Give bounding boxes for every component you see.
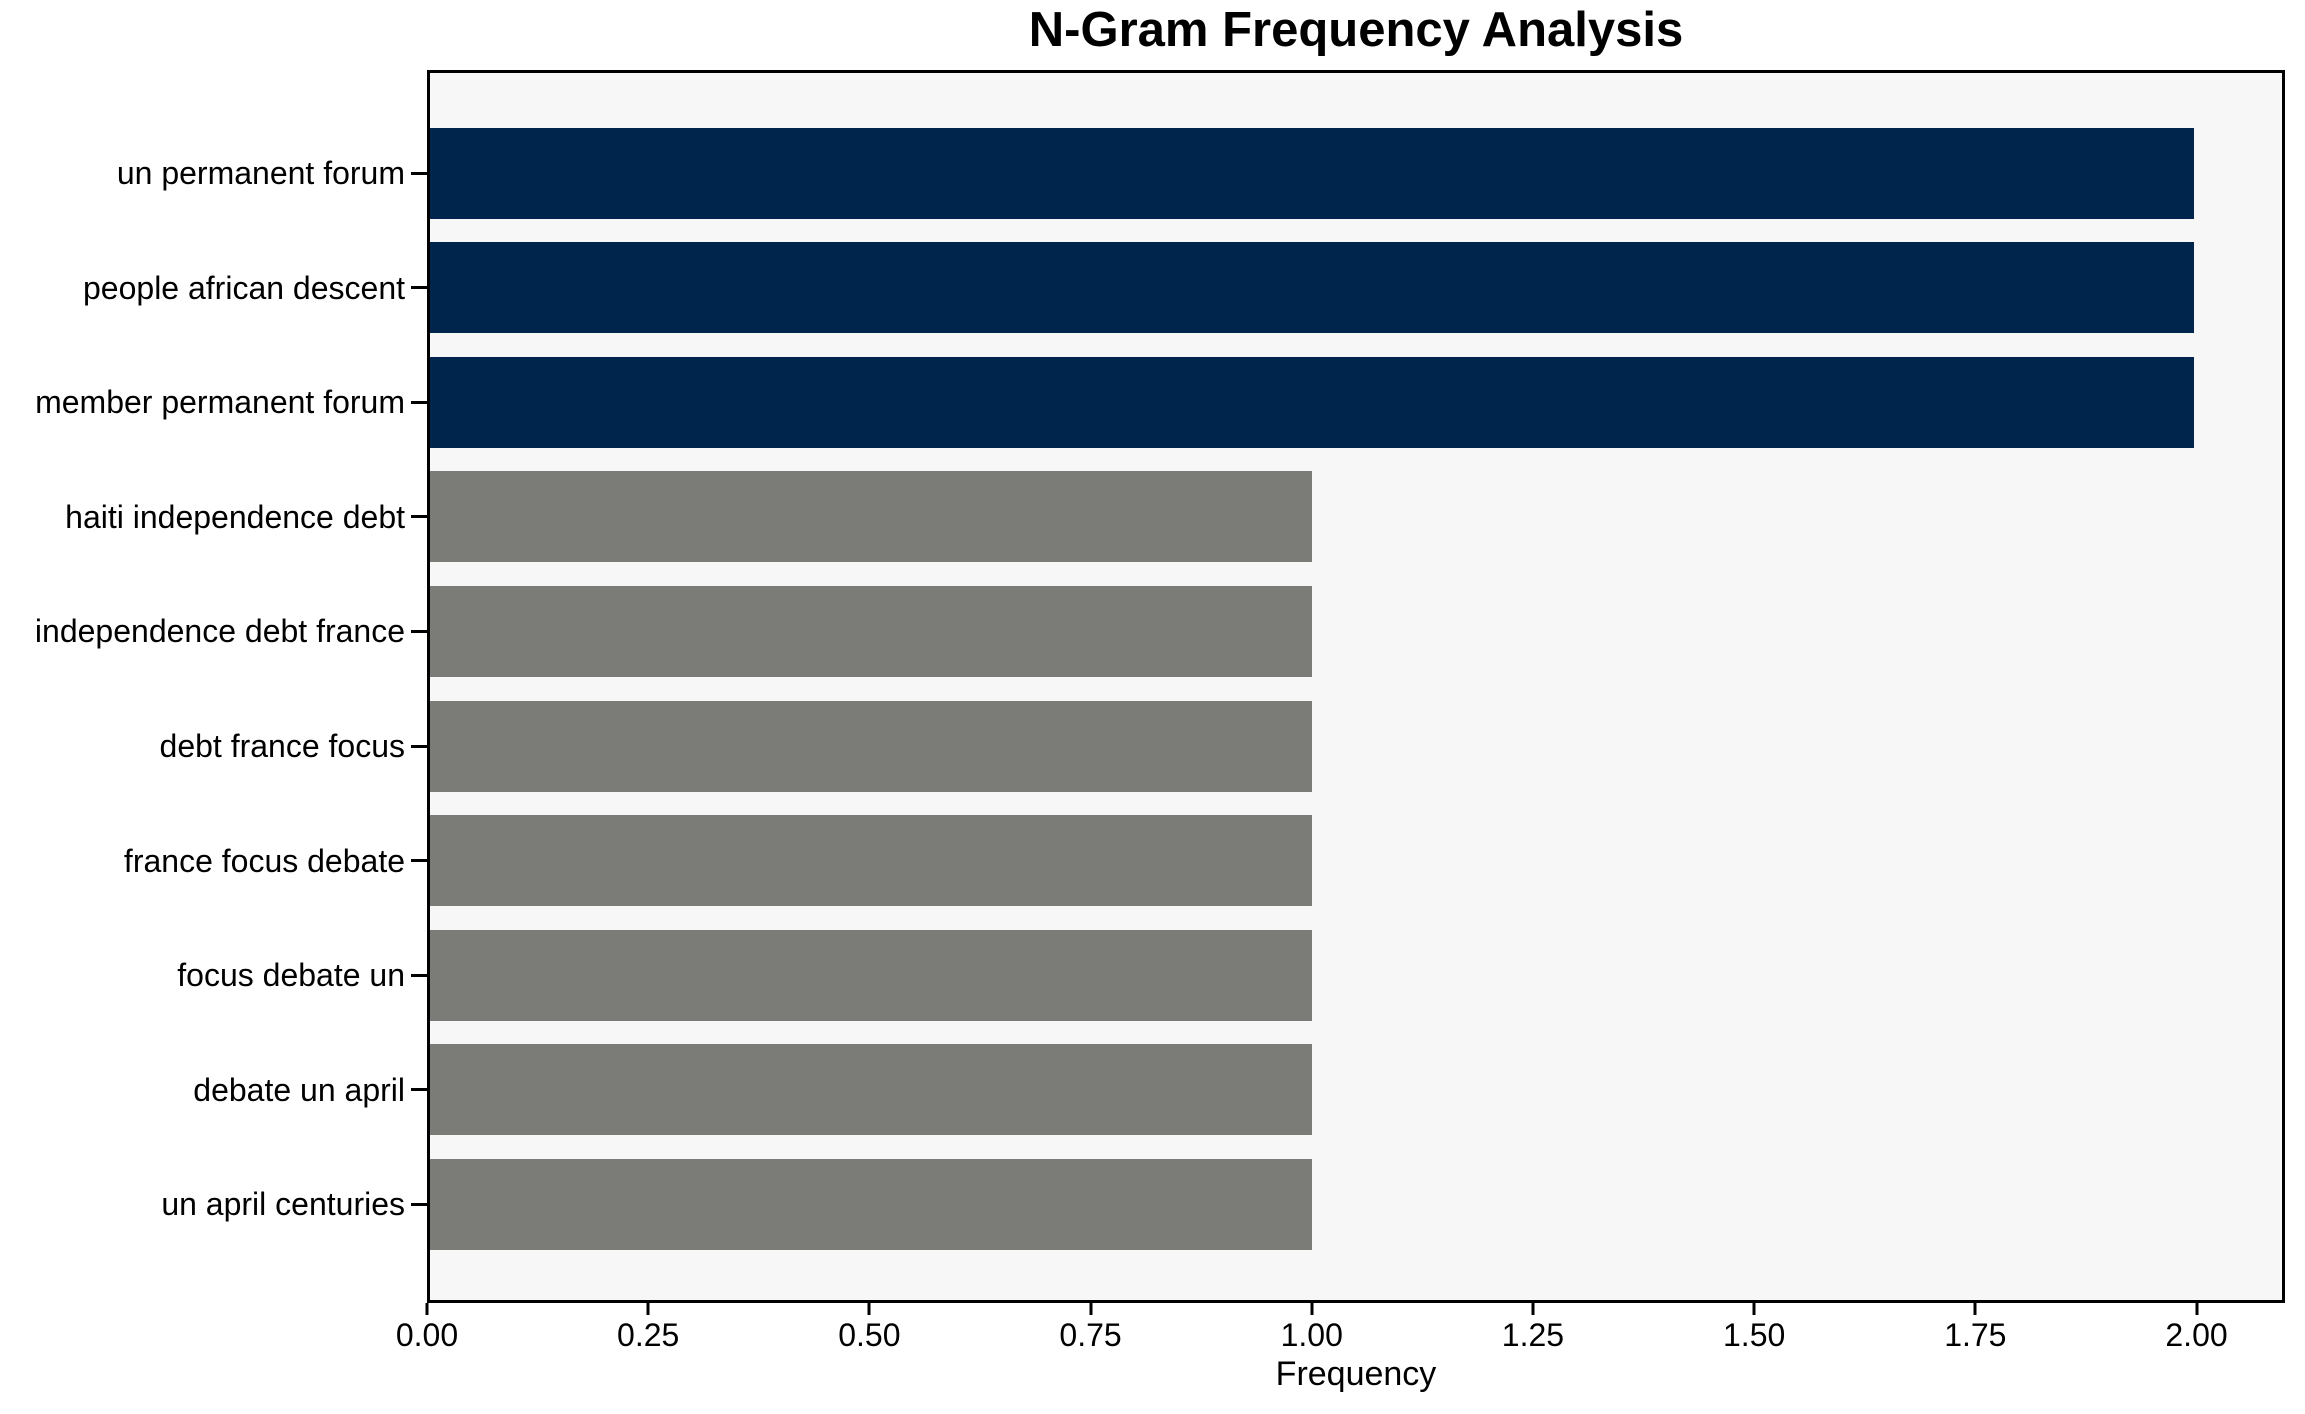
x-tick-label: 0.00 xyxy=(395,1317,459,1353)
x-tick-label: 1.25 xyxy=(1501,1317,1565,1353)
y-tick-label: un april centuries xyxy=(161,1186,405,1223)
x-tick-mark xyxy=(867,1303,871,1315)
bar-focus-debate-un xyxy=(430,929,1312,1021)
bar-un-april-centuries xyxy=(430,1158,1312,1250)
y-tick-label: france focus debate xyxy=(123,842,405,879)
y-tick-mark xyxy=(411,744,427,748)
x-tick-mark xyxy=(1531,1303,1535,1315)
y-tick-mark xyxy=(411,171,427,175)
y-tick-mark xyxy=(411,515,427,519)
x-tick-mark xyxy=(1752,1303,1756,1315)
x-tick-label: 1.00 xyxy=(1280,1317,1343,1353)
x-tick-label: 1.50 xyxy=(1723,1317,1786,1353)
bar-independence-debt-france xyxy=(430,585,1312,677)
bar-debt-france-focus xyxy=(430,700,1312,792)
x-tick-mark xyxy=(1310,1303,1314,1315)
x-tick-mark xyxy=(646,1303,650,1315)
x-tick-mark xyxy=(425,1303,429,1315)
bar-france-focus-debate xyxy=(430,815,1312,907)
x-tick-label: 0.50 xyxy=(838,1317,901,1353)
y-tick-mark xyxy=(411,1202,427,1206)
bar-debate-un-april xyxy=(430,1044,1312,1136)
bar-un-permanent-forum xyxy=(430,127,2194,219)
y-tick-mark xyxy=(411,859,427,863)
y-tick-mark xyxy=(411,629,427,633)
y-tick-label: debt france focus xyxy=(159,728,405,764)
x-tick-label: 0.25 xyxy=(617,1317,680,1353)
bar-member-permanent-forum xyxy=(430,356,2194,448)
y-tick-label: focus debate un xyxy=(177,957,405,994)
x-tick-label: 1.75 xyxy=(1944,1317,2007,1353)
plot-area xyxy=(427,70,2285,1303)
x-axis-label: Frequency xyxy=(1275,1355,1437,1393)
bar-haiti-independence-debt xyxy=(430,471,1312,563)
y-tick-label: un permanent forum xyxy=(116,155,405,191)
x-tick-label: 0.75 xyxy=(1059,1317,1122,1353)
y-tick-label: people african descent xyxy=(83,269,405,306)
y-tick-label: member permanent forum xyxy=(35,384,405,421)
y-tick-mark xyxy=(411,400,427,404)
y-tick-label: independence debt france xyxy=(34,613,405,650)
y-tick-mark xyxy=(411,286,427,290)
x-tick-mark xyxy=(1089,1303,1093,1315)
y-tick-label: haiti independence debt xyxy=(65,498,405,535)
x-tick-mark xyxy=(2195,1303,2199,1315)
x-tick-label: 2.00 xyxy=(2165,1317,2228,1353)
y-tick-mark xyxy=(411,973,427,977)
x-tick-mark xyxy=(1973,1303,1977,1315)
bar-people-african-descent xyxy=(430,242,2194,334)
chart-title: N-Gram Frequency Analysis xyxy=(1028,3,1684,57)
y-tick-mark xyxy=(411,1088,427,1092)
y-tick-label: debate un april xyxy=(193,1071,405,1108)
